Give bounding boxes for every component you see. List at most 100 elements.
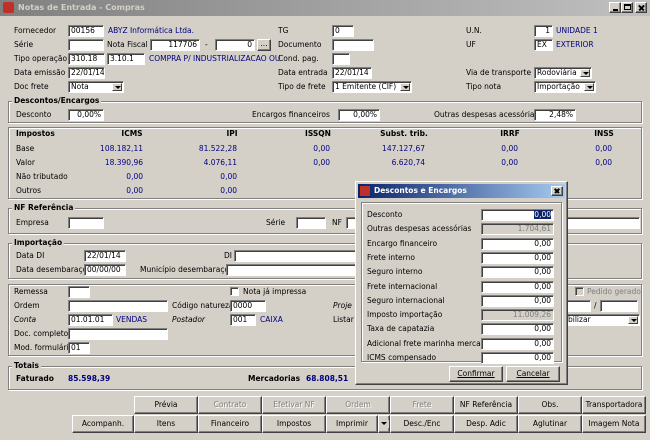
label: Município desembaraço — [140, 265, 230, 274]
text-field[interactable]: 0 — [215, 39, 255, 51]
text-field[interactable] — [68, 286, 90, 298]
dropdown-button[interactable] — [378, 415, 390, 433]
button[interactable]: Imprimir — [326, 415, 378, 433]
label: Data emissão — [14, 68, 66, 77]
group-title: NF Referência — [12, 203, 76, 213]
label: Série — [266, 218, 286, 227]
text-field[interactable]: 0,00% — [338, 109, 380, 121]
label: Conta — [14, 315, 37, 324]
operation-description: COMPRA P/ INDUSTRIALIZACAO OU — [149, 54, 281, 63]
close-button[interactable] — [551, 186, 563, 196]
text-field[interactable]: 0,00 — [481, 294, 554, 307]
text-field[interactable] — [565, 300, 591, 312]
lookup-button[interactable]: ... — [257, 39, 271, 51]
column-header: ICMS — [121, 129, 143, 138]
text-field[interactable]: 0,00 — [481, 337, 554, 350]
text-field[interactable]: 22/01/14 — [84, 250, 126, 262]
unit-name: UNIDADE 1 — [556, 26, 598, 35]
row-label: Base — [16, 144, 35, 153]
button[interactable]: Aglutinar — [518, 415, 582, 433]
text-field[interactable]: 310.18 — [68, 53, 105, 65]
field-value: 11.009,26 — [512, 310, 551, 320]
dropdown-arrow[interactable] — [112, 83, 122, 91]
text-field[interactable]: 3.10.1 — [107, 53, 145, 65]
group-box — [8, 284, 642, 356]
combo-box[interactable]: Nota — [68, 81, 124, 93]
text-field[interactable]: 00156 — [68, 25, 104, 37]
combo-box[interactable]: 1 Emitente (CIF) — [332, 81, 412, 93]
minimize-button[interactable] — [609, 2, 621, 13]
button[interactable]: Acompanh. — [72, 415, 134, 433]
dialog-title-bar: Descontos e Encargos — [358, 184, 565, 198]
label: Data DI — [16, 251, 45, 260]
dropdown-arrow — [379, 420, 389, 428]
text-field[interactable]: 001 — [230, 314, 256, 326]
dropdown-arrow[interactable] — [628, 316, 638, 324]
text-field[interactable] — [68, 39, 104, 51]
text-field[interactable] — [296, 217, 326, 229]
button[interactable]: Impostos — [262, 415, 326, 433]
button[interactable]: NF Referência — [454, 396, 518, 414]
field-value: 1.704,61 — [517, 224, 551, 234]
label: Encargo financeiro — [367, 238, 438, 248]
maximize-button[interactable] — [621, 2, 633, 13]
text-field[interactable]: 0,00 — [481, 209, 554, 221]
label: Mod. formulário — [14, 343, 74, 352]
text-field[interactable]: 0,00 — [481, 266, 554, 279]
text-field[interactable]: 0,00% — [68, 109, 104, 121]
text-field[interactable]: EX — [534, 39, 553, 51]
text-field[interactable]: 0000 — [230, 300, 266, 312]
button[interactable]: Financeiro — [198, 415, 262, 433]
text-field[interactable]: 01.01.01 — [68, 314, 113, 326]
text-field[interactable] — [332, 39, 374, 51]
button[interactable]: Transportadora — [582, 396, 646, 414]
button[interactable]: Desp. Adic — [454, 415, 518, 433]
button[interactable]: Itens — [134, 415, 198, 433]
text-field[interactable]: 0,00 — [481, 251, 554, 264]
dropdown-arrow[interactable] — [584, 83, 594, 91]
text-field[interactable]: 01 — [68, 342, 90, 354]
text-field[interactable] — [68, 328, 168, 340]
text-field[interactable]: 0,00 — [481, 352, 554, 364]
text-field[interactable] — [332, 53, 350, 65]
button[interactable]: Imagem Nota — [582, 415, 646, 433]
label: DI — [224, 251, 232, 260]
label: U.N. — [466, 26, 482, 35]
field-value: 0,00 — [534, 324, 551, 334]
button: Efetivar NF — [262, 396, 326, 414]
text-field[interactable]: 22/01/14 — [332, 67, 372, 79]
text-field[interactable]: 0,00 — [481, 323, 554, 336]
text-field[interactable]: 0,00 — [481, 237, 554, 250]
text-field[interactable] — [600, 300, 638, 312]
checkbox[interactable] — [230, 287, 239, 296]
group-box — [8, 243, 642, 279]
button[interactable]: Obs. — [518, 396, 582, 414]
text-field[interactable]: 22/01/14 — [68, 67, 105, 79]
tax-value: 0,00 — [220, 172, 237, 181]
text-field[interactable]: 0,00 — [481, 280, 554, 293]
text-field[interactable]: 0 — [332, 25, 354, 37]
dropdown-arrow[interactable] — [400, 83, 410, 91]
text-field[interactable]: 00/00/00 — [84, 264, 126, 276]
text-field[interactable]: 1 — [534, 25, 553, 37]
combo-box[interactable]: bilizar — [565, 314, 640, 326]
tax-value: 4.076,11 — [203, 158, 237, 167]
label: Mercadorias — [248, 374, 301, 383]
field-value: 0,00 — [534, 238, 551, 248]
button[interactable]: Desc./Enc — [390, 415, 454, 433]
close-button[interactable] — [635, 2, 647, 13]
text-field[interactable] — [68, 217, 104, 229]
combo-box[interactable]: Rodoviária — [534, 67, 592, 79]
button[interactable]: Confirmar — [449, 366, 503, 382]
label: Código natureza — [172, 301, 234, 310]
dropdown-arrow[interactable] — [580, 69, 590, 77]
account-name: VENDAS — [116, 315, 148, 324]
text-field[interactable] — [68, 300, 168, 312]
text-field[interactable]: 2,48% — [534, 109, 576, 121]
tax-value: 81.522,28 — [198, 144, 237, 153]
combo-box[interactable]: Importação — [534, 81, 596, 93]
button[interactable]: Prévia — [134, 396, 198, 414]
button[interactable]: Cancelar — [506, 366, 560, 382]
text-field[interactable]: 117706 — [150, 39, 200, 51]
